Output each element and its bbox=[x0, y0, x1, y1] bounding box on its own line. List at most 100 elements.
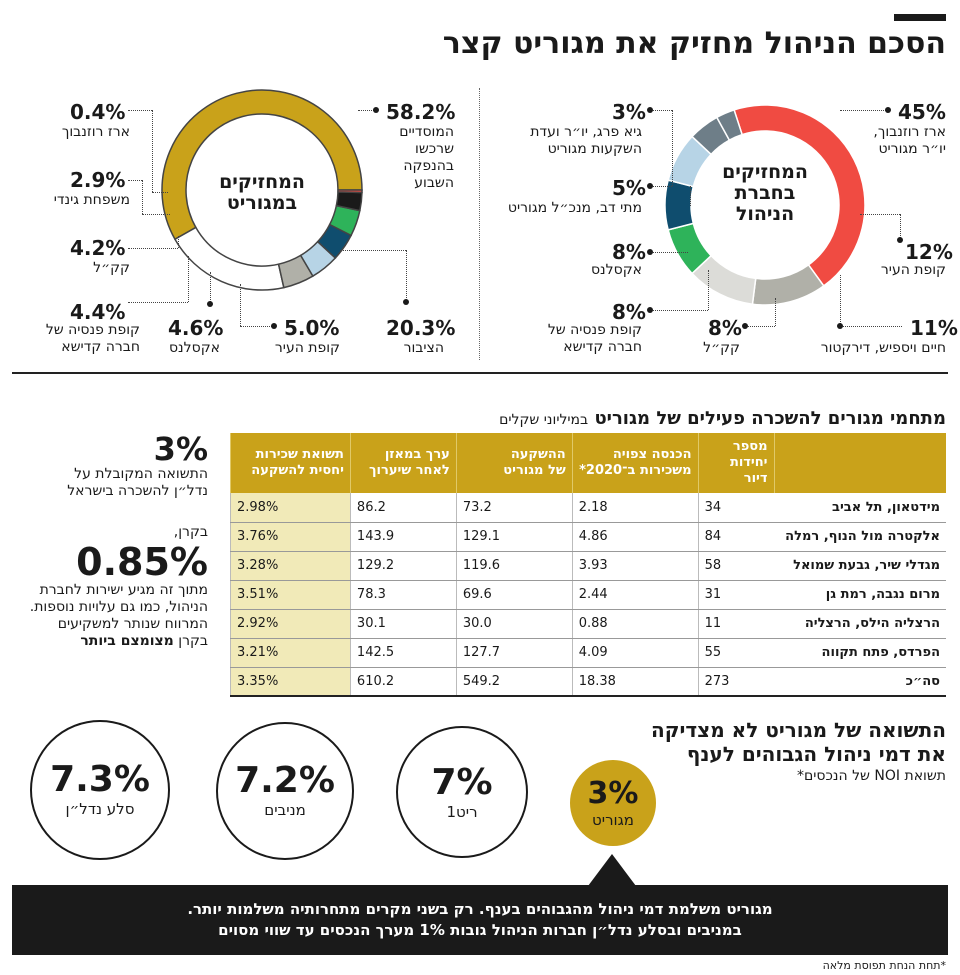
row-yield: 3.51% bbox=[230, 580, 351, 610]
leader-line bbox=[708, 270, 709, 310]
center-label-line: המחזיקים bbox=[722, 161, 808, 183]
row-invest: 30.0 bbox=[455, 609, 573, 639]
row-name: הרצליה הילס, הרצליה bbox=[774, 609, 946, 639]
projects-title: מתחמי מגורים להשכרה פעילים של מגוריט במי… bbox=[499, 408, 946, 429]
row-units: 58 bbox=[697, 551, 775, 581]
mgmt-label-weisfish: חיים ויספיש, דירקטור bbox=[820, 340, 946, 356]
side-text-1: התשואה המקובלת על נדל״ן להשכרה בישראל bbox=[8, 466, 208, 500]
comparison-subtitle: תשואת NOI של הנכסים* bbox=[796, 768, 946, 784]
row-income: 4.09 bbox=[571, 638, 699, 668]
leader-line bbox=[840, 326, 902, 327]
projects-title-unit: במיליוני שקלים bbox=[499, 412, 589, 428]
table-row: מרום נגבה, רמת גן 31 2.44 69.6 78.3 3.51… bbox=[230, 580, 946, 610]
leader-line bbox=[152, 192, 168, 193]
header-line: של מגוריט bbox=[503, 463, 566, 478]
row-invest: 127.7 bbox=[455, 638, 573, 668]
leader-line bbox=[745, 326, 775, 327]
row-invest: 73.2 bbox=[455, 493, 573, 523]
section-divider bbox=[12, 372, 948, 374]
side-text-line: הניהול, כמו גם עלויות נוספות. bbox=[29, 599, 208, 615]
mgmt-pct-weisfish: 11% bbox=[910, 316, 958, 340]
leader-line bbox=[406, 250, 407, 302]
leader-line bbox=[650, 110, 672, 111]
circle-value: 3% bbox=[587, 776, 639, 811]
circle-value: 7% bbox=[431, 762, 493, 803]
header-line: מספר bbox=[732, 439, 768, 454]
leader-line bbox=[128, 180, 142, 181]
side-fee-085: 0.85% bbox=[76, 540, 208, 584]
header-line: תשואת שכירות bbox=[255, 447, 344, 462]
header-value: ערך במאזן לאחר שיערוך bbox=[349, 433, 457, 493]
projects-title-text: מתחמי מגורים להשכרה פעילים של מגוריט bbox=[594, 408, 946, 429]
label-line: המוסדיים bbox=[399, 124, 454, 140]
yield-circle-reit1: 7% ריט1 bbox=[396, 726, 528, 858]
row-invest: 119.6 bbox=[455, 551, 573, 581]
header-line: הכנסה צפויה bbox=[612, 447, 692, 462]
label-line: שרכשו bbox=[415, 141, 454, 157]
leader-dot bbox=[647, 183, 653, 189]
header-units: מספר יחידות דיור bbox=[697, 433, 775, 493]
leader-dot bbox=[207, 301, 213, 307]
header-project bbox=[773, 433, 946, 493]
row-value: 86.2 bbox=[349, 493, 457, 523]
label-line: קופת פנסיה של bbox=[547, 322, 642, 338]
table-total-row: סה״כ 273 18.38 549.2 610.2 3.35% bbox=[230, 667, 946, 697]
table-row: הרצליה הילס, הרצליה 11 0.88 30.0 30.1 2.… bbox=[230, 609, 946, 639]
table-row: הפרדס, פתח תקווה 55 4.09 127.7 142.5 3.2… bbox=[230, 638, 946, 668]
mgmt-label-frag: גיא פרג, יו״ר ועדת השקעות מגוריט bbox=[500, 124, 642, 158]
row-invest: 69.6 bbox=[455, 580, 573, 610]
row-income: 0.88 bbox=[571, 609, 699, 639]
banner-line: מגוריט משלמת דמי ניהול מהגבוהים בענף. רק… bbox=[187, 900, 773, 918]
mgmt-label-city-fund: קופת העיר bbox=[880, 262, 946, 278]
row-name: אלקטרה מול הנוף, רמלה bbox=[774, 522, 946, 552]
total-units: 273 bbox=[697, 667, 775, 697]
mgmt-pct-hevra-kadisha: 8% bbox=[612, 300, 646, 324]
leader-line bbox=[128, 248, 178, 249]
side-pre-2: בקרן, bbox=[173, 524, 208, 540]
row-units: 11 bbox=[697, 609, 775, 639]
header-line: לאחר שיערוך bbox=[369, 463, 450, 478]
projects-table: מספר יחידות דיור הכנסה צפויה משכירות ב־202… bbox=[230, 433, 946, 697]
center-label-line: בחברת bbox=[734, 182, 796, 204]
center-label-line: הניהול bbox=[735, 203, 795, 225]
side-text-line: נדל״ן להשכרה בישראל bbox=[67, 483, 208, 499]
donut-slice-2 bbox=[173, 226, 285, 291]
row-income: 4.86 bbox=[571, 522, 699, 552]
leader-dot bbox=[373, 107, 379, 113]
row-yield: 3.28% bbox=[230, 551, 351, 581]
row-value: 143.9 bbox=[349, 522, 457, 552]
mag-label-city-fund: קופת העיר bbox=[274, 340, 340, 356]
comparison-title-line: התשואה של מגוריט לא מצדיקה bbox=[651, 718, 946, 742]
row-income: 2.44 bbox=[571, 580, 699, 610]
center-label-line: במגוריט bbox=[226, 192, 298, 214]
leader-line bbox=[142, 180, 143, 214]
mag-label-hevra-kadisha: קופת פנסיה של חברה קדישא bbox=[14, 322, 140, 356]
row-value: 129.2 bbox=[349, 551, 457, 581]
leader-line bbox=[775, 298, 776, 326]
banner-line: במניבים ובסלע נדל״ן חברות הניהול גובות 1… bbox=[218, 921, 742, 939]
mgmt-label-rosenboch: ארז רוזנבוך, יו״ר מגוריט bbox=[826, 124, 946, 158]
circle-label: מגוריט bbox=[591, 811, 634, 829]
header-line: משכירות ב־2020* bbox=[579, 463, 692, 478]
row-yield: 3.76% bbox=[230, 522, 351, 552]
donut-slice-8 bbox=[337, 189, 363, 194]
total-yield: 3.35% bbox=[230, 667, 351, 697]
side-text-line: מתוך זה מגיע ישירות לחברת bbox=[39, 582, 208, 598]
row-yield: 2.92% bbox=[230, 609, 351, 639]
mgmt-pct-frag: 3% bbox=[612, 100, 646, 124]
mgmt-label-dov: מתי דב, מנכ״ל מגוריט bbox=[507, 200, 642, 216]
side-text-line: התשואה המקובלת על bbox=[74, 466, 208, 482]
side-text-prefix: בקרן bbox=[178, 633, 208, 649]
row-units: 31 bbox=[697, 580, 775, 610]
row-yield: 2.98% bbox=[230, 493, 351, 523]
header-line: ההשקעה bbox=[510, 447, 566, 462]
mag-pct-institutions: 58.2% bbox=[386, 100, 456, 124]
mag-pct-kkl: 4.2% bbox=[70, 236, 126, 260]
label-line: השקעות מגוריט bbox=[547, 141, 642, 157]
row-income: 3.93 bbox=[571, 551, 699, 581]
leader-dot bbox=[837, 323, 843, 329]
page-title: הסכם הניהול מחזיק את מגוריט קצר bbox=[442, 26, 946, 61]
row-name: הפרדס, פתח תקווה bbox=[774, 638, 946, 668]
mag-pct-rosenboch: 0.4% bbox=[70, 100, 126, 124]
mag-pct-city-fund: 5.0% bbox=[284, 316, 340, 340]
